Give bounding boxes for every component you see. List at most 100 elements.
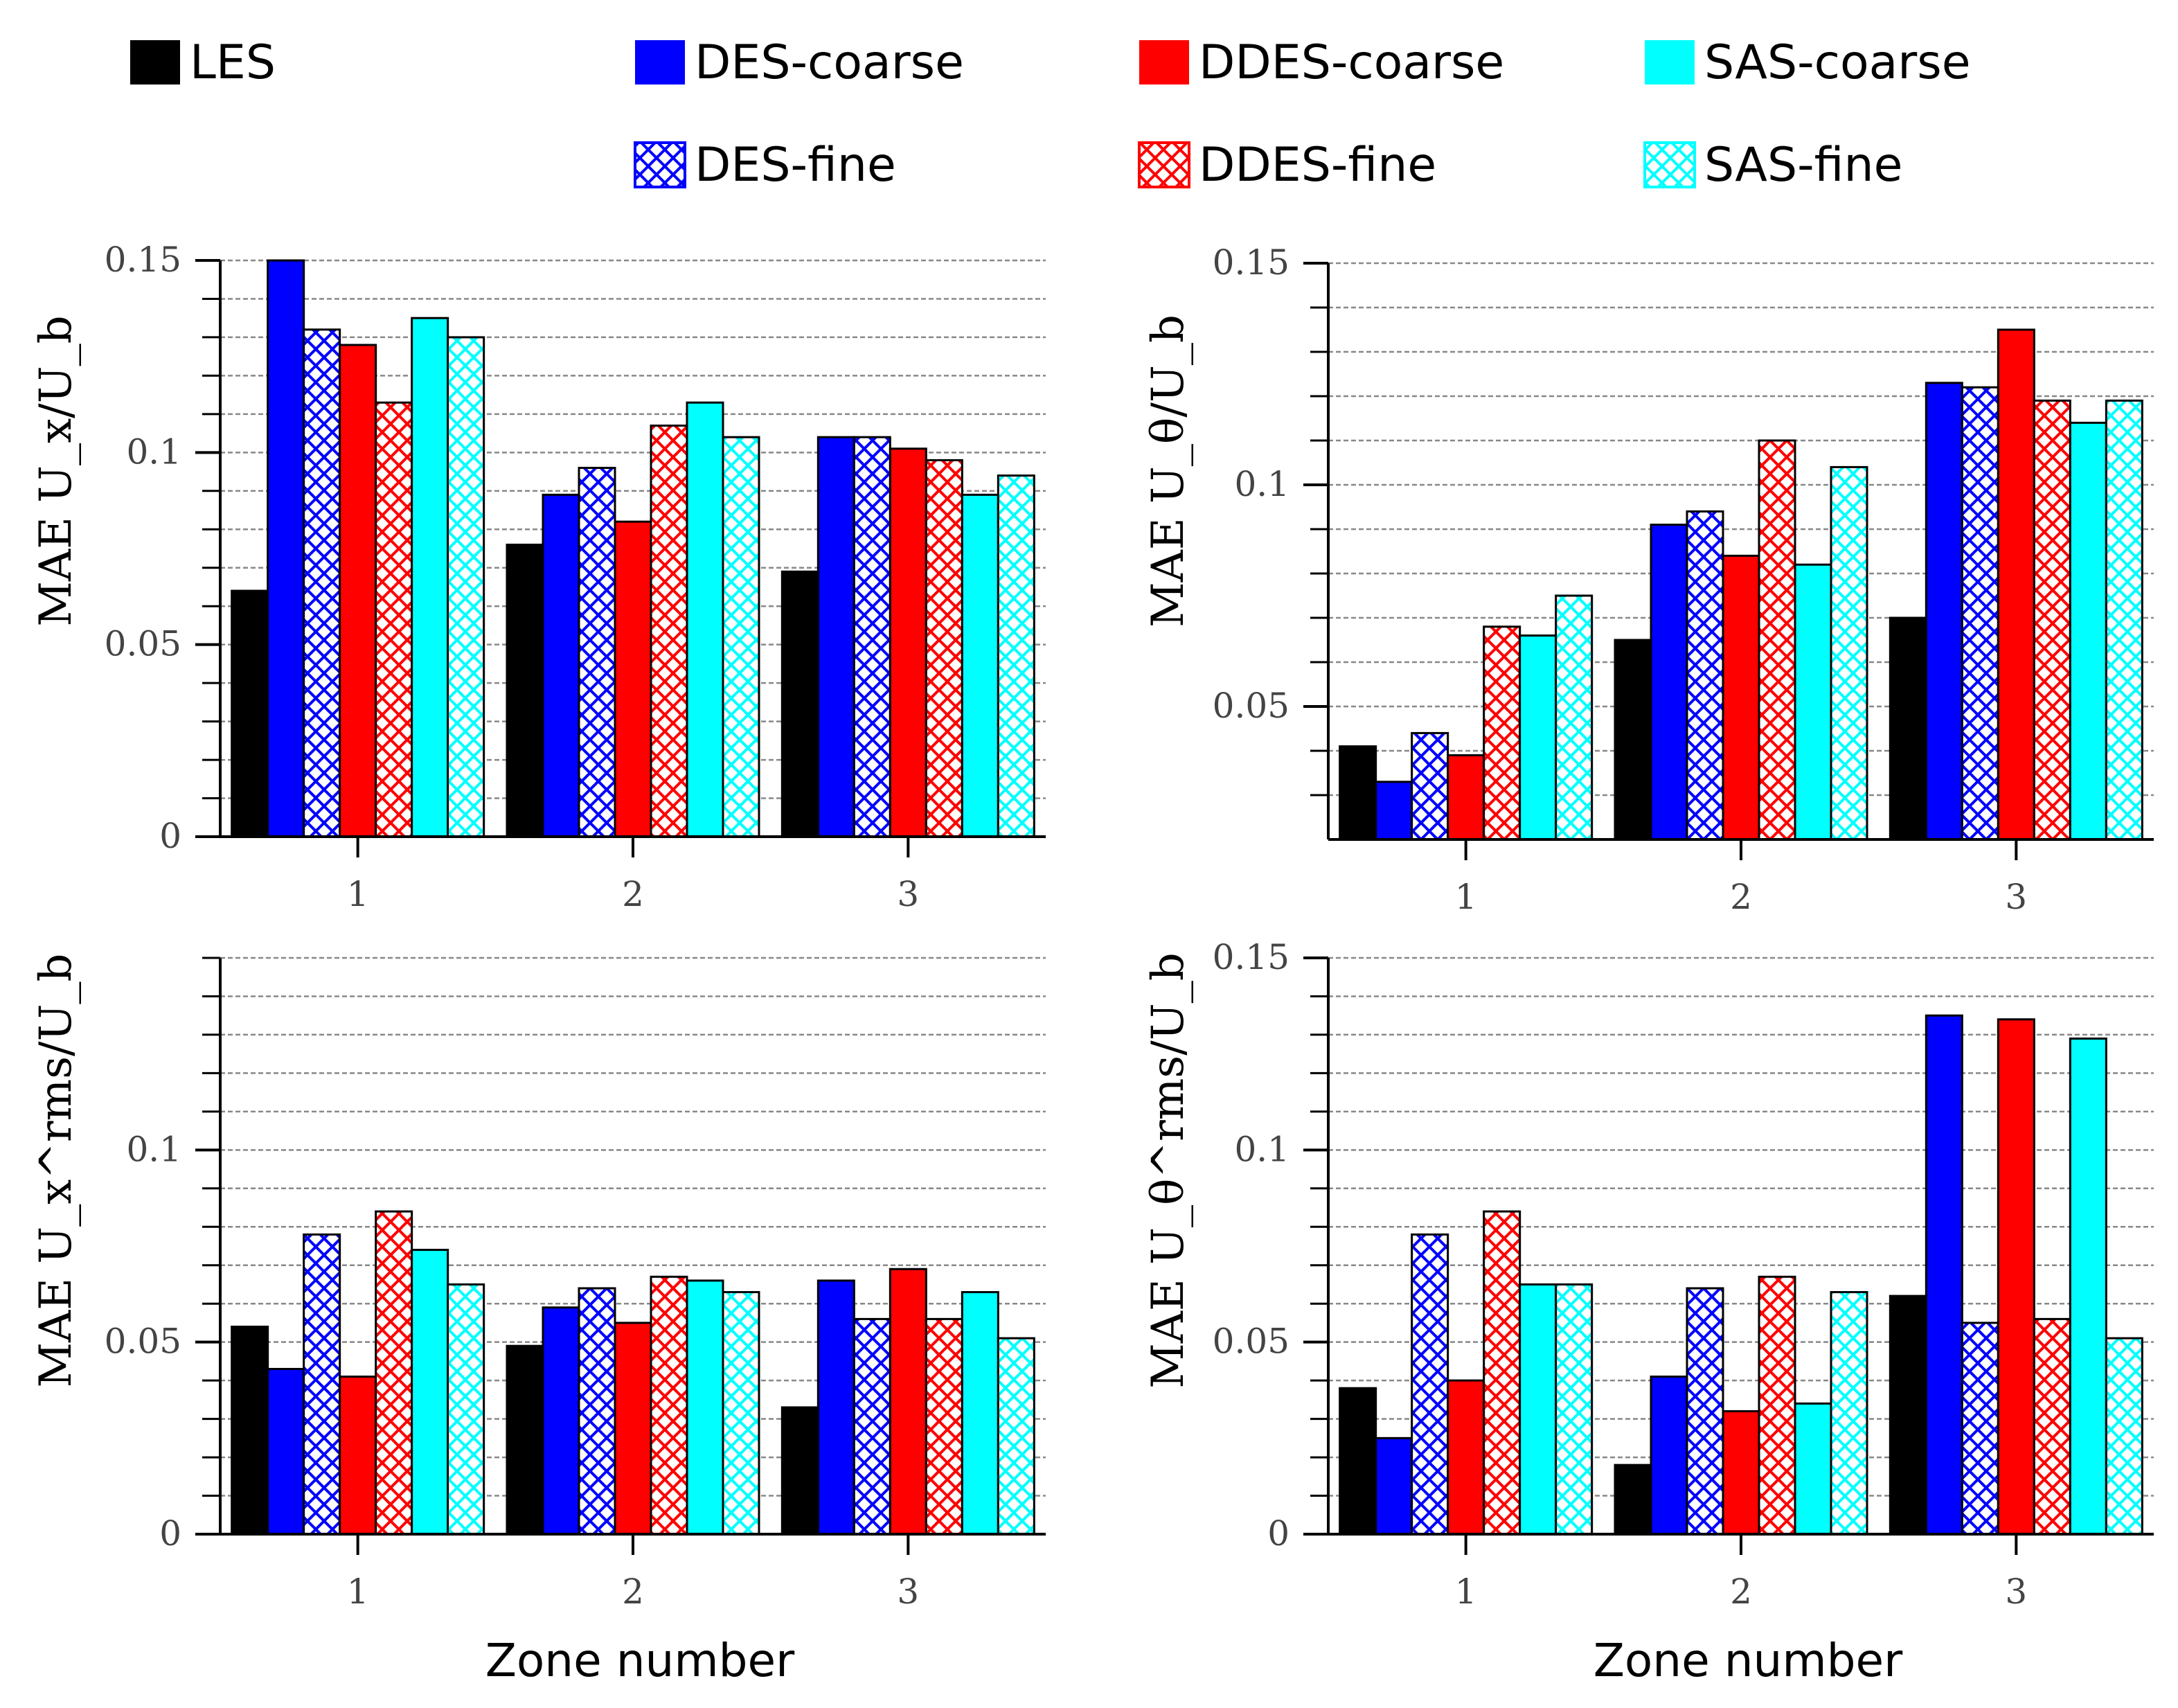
legend-label-ddes-coarse: DDES-coarse xyxy=(1199,35,1504,90)
bar-des-coarse-zone-3 xyxy=(816,436,855,838)
bar-ddes-coarse-zone-2 xyxy=(614,1322,652,1536)
bar-les-zone-1 xyxy=(231,589,269,838)
y-tick-label: 0.05 xyxy=(1213,686,1289,726)
bar-des-fine-zone-1 xyxy=(303,1233,341,1536)
legend-label-des-coarse: DES-coarse xyxy=(695,35,964,90)
bar-sas-coarse-zone-2 xyxy=(1794,1402,1832,1536)
legend-label-des-fine: DES-fine xyxy=(695,138,896,193)
bar-les-zone-3 xyxy=(780,1406,819,1536)
bar-sas-coarse-zone-2 xyxy=(1794,563,1832,841)
y-tick-label: 0.05 xyxy=(105,624,181,664)
y-tick-label: 0 xyxy=(159,816,181,856)
y-tick-label: 0.05 xyxy=(1213,1322,1289,1362)
bar-des-coarse-zone-1 xyxy=(267,259,305,838)
bar-des-coarse-zone-1 xyxy=(267,1367,305,1536)
bar-ddes-coarse-zone-2 xyxy=(614,520,652,838)
bar-sas-fine-zone-1 xyxy=(1555,1283,1594,1536)
y-tick-label: 0.1 xyxy=(126,432,181,472)
x-tick-label: 3 xyxy=(2005,877,2027,917)
legend-swatch-des-fine xyxy=(634,141,686,188)
bar-les-zone-1 xyxy=(1339,745,1377,841)
bar-des-fine-zone-2 xyxy=(578,1287,616,1536)
x-tick-label: 1 xyxy=(1455,877,1477,917)
bar-sas-coarse-zone-1 xyxy=(411,317,449,838)
legend-swatch-des-coarse xyxy=(635,40,685,84)
bar-des-fine-zone-3 xyxy=(1961,386,1999,841)
bar-les-zone-2 xyxy=(1614,639,1652,841)
x-tick-label: 2 xyxy=(622,874,644,914)
x-tick-label: 1 xyxy=(1455,1572,1477,1612)
y-axis-label: MAE U_x^rms/U_b xyxy=(30,953,82,1387)
y-tick-label: 0.15 xyxy=(1213,242,1289,283)
bar-ddes-coarse-zone-1 xyxy=(339,1376,377,1536)
bar-des-fine-zone-1 xyxy=(1411,1233,1449,1536)
bar-des-coarse-zone-2 xyxy=(1650,1376,1688,1536)
bar-des-coarse-zone-3 xyxy=(1925,382,1963,841)
bar-sas-fine-zone-3 xyxy=(997,1337,1035,1536)
y-tick-label: 0.1 xyxy=(126,1129,181,1169)
bar-des-fine-zone-2 xyxy=(1686,1287,1724,1536)
y-axis-label: MAE U_θ^rms/U_b xyxy=(1143,952,1194,1389)
bar-des-coarse-zone-1 xyxy=(1375,781,1413,841)
chart-panel-top-right: 0.05 0.1 0.15 1 2 3 MAE U_θ/U_b xyxy=(1143,242,2154,917)
bar-les-zone-3 xyxy=(1889,1295,1927,1536)
bar-ddes-fine-zone-2 xyxy=(650,425,688,838)
bar-les-zone-1 xyxy=(231,1325,269,1536)
bar-ddes-coarse-zone-1 xyxy=(1447,754,1485,841)
bar-des-coarse-zone-3 xyxy=(1925,1014,1963,1536)
bar-ddes-fine-zone-1 xyxy=(375,401,413,838)
bar-sas-fine-zone-3 xyxy=(2105,1337,2143,1536)
bar-des-fine-zone-2 xyxy=(578,467,616,838)
legend-swatch-ddes-coarse xyxy=(1139,40,1189,84)
bar-ddes-coarse-zone-1 xyxy=(339,344,377,838)
bar-les-zone-3 xyxy=(1889,616,1927,841)
bar-ddes-coarse-zone-3 xyxy=(889,447,927,838)
chart-panel-bottom-right: 0 0.05 0.1 0.15 1 2 3 MAE U_θ^rms/U_b Zone numbe… xyxy=(1143,937,2154,1687)
legend-swatch-sas-coarse xyxy=(1645,40,1695,84)
bar-ddes-coarse-zone-3 xyxy=(1997,328,2035,841)
bar-ddes-fine-zone-1 xyxy=(375,1210,413,1536)
bar-sas-fine-zone-3 xyxy=(2105,399,2143,841)
bar-sas-coarse-zone-2 xyxy=(686,1279,724,1536)
bar-les-zone-2 xyxy=(506,543,544,838)
bar-ddes-fine-zone-3 xyxy=(2033,1317,2071,1536)
bar-ddes-coarse-zone-1 xyxy=(1447,1379,1485,1536)
bar-des-coarse-zone-3 xyxy=(816,1279,855,1536)
chart-panel-top-left: 0 0.05 0.1 0.15 1 2 3 MAE U_x/U_b xyxy=(30,240,1046,914)
bar-des-coarse-zone-2 xyxy=(542,493,580,838)
bar-ddes-fine-zone-1 xyxy=(1483,1210,1521,1536)
bar-des-coarse-zone-2 xyxy=(1650,524,1688,841)
y-axis-label: MAE U_θ/U_b xyxy=(1143,314,1194,628)
bar-des-fine-zone-1 xyxy=(303,328,341,838)
x-tick-label: 1 xyxy=(347,874,369,914)
bar-sas-coarse-zone-1 xyxy=(1519,634,1557,841)
y-tick-label: 0 xyxy=(159,1513,181,1554)
bar-sas-fine-zone-1 xyxy=(447,1283,485,1536)
bar-des-fine-zone-3 xyxy=(853,1317,891,1536)
bar-les-zone-3 xyxy=(780,570,819,838)
bar-des-fine-zone-1 xyxy=(1411,731,1449,841)
x-tick-label: 3 xyxy=(897,874,919,914)
legend-label-ddes-fine: DDES-fine xyxy=(1199,138,1436,193)
y-axis-label: MAE U_x/U_b xyxy=(30,315,82,626)
y-tick-label: 0.1 xyxy=(1234,1129,1289,1169)
bar-ddes-fine-zone-2 xyxy=(650,1275,688,1536)
bar-sas-fine-zone-2 xyxy=(722,1291,760,1536)
bar-sas-coarse-zone-3 xyxy=(2069,1037,2107,1536)
bar-ddes-fine-zone-3 xyxy=(925,1317,963,1536)
legend-label-sas-fine: SAS-fine xyxy=(1704,138,1902,193)
bar-ddes-fine-zone-2 xyxy=(1758,439,1796,841)
bar-sas-fine-zone-2 xyxy=(722,436,760,838)
bar-des-coarse-zone-2 xyxy=(542,1306,580,1536)
legend-swatch-ddes-fine xyxy=(1138,141,1190,188)
bar-sas-coarse-zone-1 xyxy=(411,1249,449,1536)
x-axis-label: Zone number xyxy=(1594,1634,1903,1687)
bar-sas-coarse-zone-3 xyxy=(2069,421,2107,841)
x-axis-label: Zone number xyxy=(485,1634,795,1687)
bar-sas-coarse-zone-3 xyxy=(961,1291,999,1536)
y-tick-label: 0.15 xyxy=(1213,937,1289,977)
bar-ddes-coarse-zone-3 xyxy=(889,1267,927,1536)
legend-swatch-les xyxy=(130,40,180,84)
legend-label-les: LES xyxy=(190,35,276,90)
chart-panels: 0 0.05 0.1 0.15 1 2 3 MAE U_x/U_b 0.05 0.1 0.15 1 2 3… xyxy=(30,240,2154,1687)
